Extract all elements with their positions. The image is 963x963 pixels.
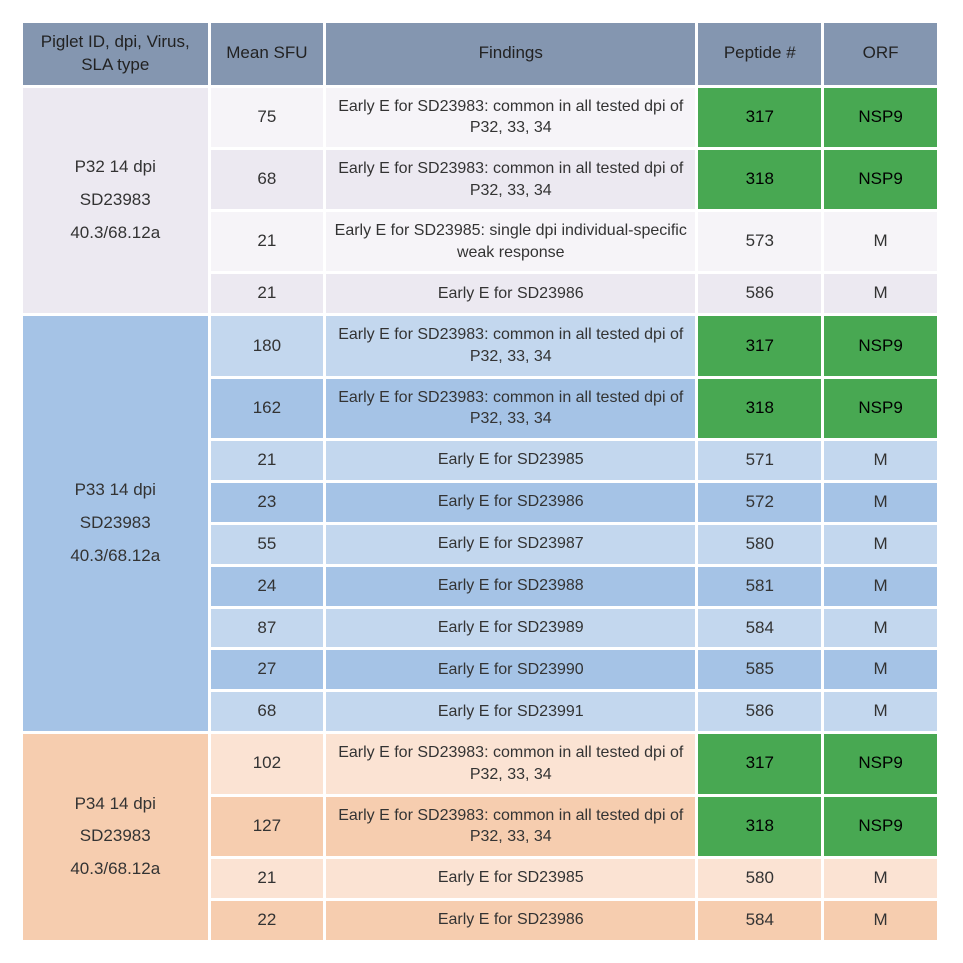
peptide-cell: 586 bbox=[698, 692, 821, 731]
mean-sfu-cell: 21 bbox=[211, 274, 324, 313]
findings-cell: Early E for SD23985 bbox=[326, 859, 695, 898]
peptide-cell: 580 bbox=[698, 525, 821, 564]
orf-cell: M bbox=[824, 274, 937, 313]
group-id-line: P34 14 dpi bbox=[29, 793, 202, 816]
findings-cell: Early E for SD23983: common in all teste… bbox=[326, 797, 695, 856]
table-row: P32 14 dpiSD2398340.3/68.12a75Early E fo… bbox=[23, 88, 937, 147]
findings-cell: Early E for SD23986 bbox=[326, 901, 695, 940]
orf-cell: M bbox=[824, 650, 937, 689]
mean-sfu-cell: 55 bbox=[211, 525, 324, 564]
mean-sfu-cell: 127 bbox=[211, 797, 324, 856]
mean-sfu-cell: 24 bbox=[211, 567, 324, 606]
group-id-line: 40.3/68.12a bbox=[29, 858, 202, 881]
mean-sfu-cell: 162 bbox=[211, 379, 324, 438]
group-id-cell: P33 14 dpi SD23983 40.3/68.12a bbox=[23, 316, 208, 731]
findings-cell: Early E for SD23983: common in all teste… bbox=[326, 150, 695, 209]
group-id-line: SD23983 bbox=[29, 189, 202, 212]
col-header-sfu: Mean SFU bbox=[211, 23, 324, 85]
mean-sfu-cell: 87 bbox=[211, 609, 324, 648]
orf-cell: NSP9 bbox=[824, 316, 937, 375]
table-row: P34 14 dpiSD2398340.3/68.12a102Early E f… bbox=[23, 734, 937, 793]
group-id-line: SD23983 bbox=[29, 512, 202, 535]
col-header-finding: Findings bbox=[326, 23, 695, 85]
group-id-cell: P34 14 dpi SD23983 40.3/68.12a bbox=[23, 734, 208, 939]
peptide-cell: 586 bbox=[698, 274, 821, 313]
group-id-line: P33 14 dpi bbox=[29, 479, 202, 502]
mean-sfu-cell: 180 bbox=[211, 316, 324, 375]
findings-cell: Early E for SD23987 bbox=[326, 525, 695, 564]
mean-sfu-cell: 102 bbox=[211, 734, 324, 793]
peptide-cell: 318 bbox=[698, 797, 821, 856]
findings-cell: Early E for SD23991 bbox=[326, 692, 695, 731]
orf-cell: M bbox=[824, 567, 937, 606]
peptide-cell: 317 bbox=[698, 88, 821, 147]
findings-cell: Early E for SD23985 bbox=[326, 441, 695, 480]
orf-cell: M bbox=[824, 901, 937, 940]
orf-cell: M bbox=[824, 441, 937, 480]
peptide-cell: 585 bbox=[698, 650, 821, 689]
mean-sfu-cell: 75 bbox=[211, 88, 324, 147]
orf-cell: NSP9 bbox=[824, 88, 937, 147]
orf-cell: M bbox=[824, 483, 937, 522]
orf-cell: NSP9 bbox=[824, 734, 937, 793]
peptide-cell: 317 bbox=[698, 316, 821, 375]
peptide-cell: 572 bbox=[698, 483, 821, 522]
group-id-line: 40.3/68.12a bbox=[29, 545, 202, 568]
group-id-line: SD23983 bbox=[29, 825, 202, 848]
peptide-cell: 580 bbox=[698, 859, 821, 898]
orf-cell: M bbox=[824, 692, 937, 731]
peptide-cell: 581 bbox=[698, 567, 821, 606]
peptide-cell: 573 bbox=[698, 212, 821, 271]
mean-sfu-cell: 27 bbox=[211, 650, 324, 689]
group-id-cell: P32 14 dpi SD23983 40.3/68.12a bbox=[23, 88, 208, 314]
group-id-line: P32 14 dpi bbox=[29, 156, 202, 179]
peptide-cell: 317 bbox=[698, 734, 821, 793]
mean-sfu-cell: 21 bbox=[211, 441, 324, 480]
mean-sfu-cell: 68 bbox=[211, 692, 324, 731]
peptide-cell: 318 bbox=[698, 379, 821, 438]
mean-sfu-cell: 22 bbox=[211, 901, 324, 940]
orf-cell: M bbox=[824, 609, 937, 648]
peptide-cell: 584 bbox=[698, 901, 821, 940]
orf-cell: M bbox=[824, 525, 937, 564]
peptide-cell: 571 bbox=[698, 441, 821, 480]
mean-sfu-cell: 21 bbox=[211, 859, 324, 898]
findings-cell: Early E for SD23983: common in all teste… bbox=[326, 88, 695, 147]
findings-cell: Early E for SD23983: common in all teste… bbox=[326, 379, 695, 438]
peptide-cell: 318 bbox=[698, 150, 821, 209]
findings-cell: Early E for SD23988 bbox=[326, 567, 695, 606]
epitope-table: Piglet ID, dpi, Virus, SLA type Mean SFU… bbox=[20, 20, 940, 943]
findings-cell: Early E for SD23990 bbox=[326, 650, 695, 689]
orf-cell: M bbox=[824, 859, 937, 898]
group-id-line: 40.3/68.12a bbox=[29, 222, 202, 245]
orf-cell: NSP9 bbox=[824, 379, 937, 438]
orf-cell: NSP9 bbox=[824, 797, 937, 856]
orf-cell: NSP9 bbox=[824, 150, 937, 209]
table-row: P33 14 dpiSD2398340.3/68.12a180Early E f… bbox=[23, 316, 937, 375]
findings-cell: Early E for SD23986 bbox=[326, 483, 695, 522]
peptide-cell: 584 bbox=[698, 609, 821, 648]
col-header-id: Piglet ID, dpi, Virus, SLA type bbox=[23, 23, 208, 85]
orf-cell: M bbox=[824, 212, 937, 271]
findings-cell: Early E for SD23989 bbox=[326, 609, 695, 648]
col-header-peptide: Peptide # bbox=[698, 23, 821, 85]
findings-cell: Early E for SD23983: common in all teste… bbox=[326, 316, 695, 375]
header-row: Piglet ID, dpi, Virus, SLA type Mean SFU… bbox=[23, 23, 937, 85]
findings-cell: Early E for SD23985: single dpi individu… bbox=[326, 212, 695, 271]
mean-sfu-cell: 21 bbox=[211, 212, 324, 271]
mean-sfu-cell: 68 bbox=[211, 150, 324, 209]
findings-cell: Early E for SD23983: common in all teste… bbox=[326, 734, 695, 793]
findings-cell: Early E for SD23986 bbox=[326, 274, 695, 313]
col-header-orf: ORF bbox=[824, 23, 937, 85]
mean-sfu-cell: 23 bbox=[211, 483, 324, 522]
